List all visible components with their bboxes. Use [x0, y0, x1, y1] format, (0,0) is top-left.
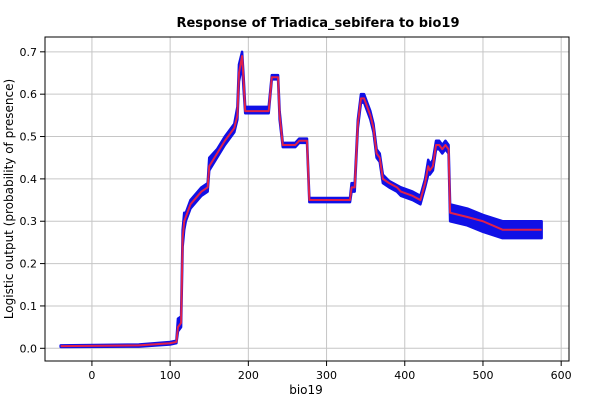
y-tick-label: 0.4	[20, 173, 38, 186]
x-tick-label: 500	[472, 369, 493, 382]
gridlines	[45, 37, 569, 361]
y-tick-label: 0.2	[20, 258, 38, 271]
x-axis: 0 100 200 300 400 500 600	[88, 361, 572, 382]
y-axis: 0.0 0.1 0.2 0.3 0.4 0.5 0.6 0.7	[20, 46, 45, 355]
x-tick-label: 300	[316, 369, 337, 382]
x-tick-label: 600	[551, 369, 572, 382]
y-tick-label: 0.1	[20, 300, 38, 313]
mean-response-line	[60, 55, 542, 348]
chart-title: Response of Triadica_sebifera to bio19	[176, 16, 459, 31]
y-tick-label: 0.6	[20, 88, 38, 101]
y-axis-label: Logistic output (probability of presence…	[2, 79, 16, 319]
y-tick-label: 0.5	[20, 131, 38, 144]
x-tick-label: 100	[160, 369, 181, 382]
mean-line-layer	[60, 55, 542, 348]
y-tick-label: 0.3	[20, 215, 38, 228]
x-axis-label: bio19	[289, 383, 323, 397]
y-tick-label: 0.0	[20, 342, 38, 355]
x-tick-label: 200	[238, 369, 259, 382]
y-tick-label: 0.7	[20, 46, 38, 59]
plot-frame	[44, 36, 570, 362]
x-tick-label: 400	[394, 369, 415, 382]
x-tick-label: 0	[88, 369, 95, 382]
